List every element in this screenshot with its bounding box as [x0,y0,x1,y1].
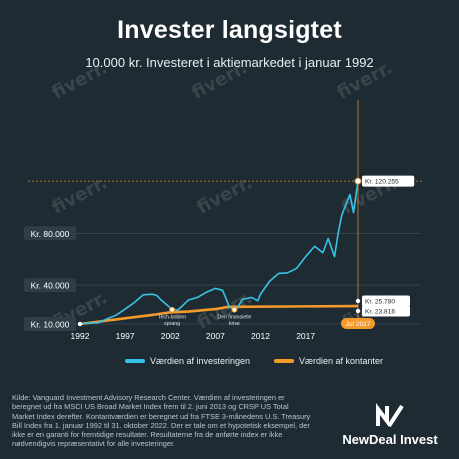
annotation-label: sprang [164,321,180,327]
end-point [354,177,362,185]
x-marker-pill [341,318,375,329]
page-subtitle: 10.000 kr. Investeret i aktiemarkedet i … [85,55,374,70]
series-line-cash [79,304,359,326]
annotation-point [231,306,238,313]
start-point [77,321,83,327]
series-line-investment [79,181,359,325]
x-tick-label: 1997 [116,331,135,341]
y-tick-bg [24,278,76,293]
end-value-bg [362,305,410,317]
y-tick-label: Kr. 10.000 [31,320,70,330]
x-marker-label: Jul 2017 [346,321,371,328]
y-tick-bg [24,317,76,331]
legend-swatch-investment [125,359,145,363]
y-tick-label: Kr. 80.000 [31,229,70,239]
brand-block: NewDeal Invest [330,402,450,447]
end-value-bg [362,175,415,187]
brand-name: NewDeal Invest [342,432,438,447]
page-title: Invester langsigtet [117,16,342,44]
annotation-point [169,306,175,313]
end-point [355,298,361,304]
y-tick-bg [24,226,76,241]
annotation-label: Tech-boblen [158,315,186,321]
annotation-label: Den finansielle [217,315,251,321]
newdeal-logo-icon [376,403,404,428]
legend-item-cash: Værdien af kontanter [274,356,383,366]
end-value-label: Kr. 25.780 [365,299,395,306]
end-value-label: Kr. 23.816 [365,309,395,316]
legend-swatch-cash [274,359,294,363]
annotation-label: krise [229,321,240,327]
end-point [355,308,361,314]
y-tick-label: Kr. 40.000 [31,281,70,291]
x-tick-label: 2012 [251,331,270,341]
legend-label-investment: Værdien af investeringen [150,356,251,366]
source-note: Kilde: Vanguard Investment Advisory Rese… [12,393,311,449]
x-tick-label: 1992 [71,331,90,341]
x-tick-label: 2002 [161,331,180,341]
x-tick-label: 2017 [296,331,315,341]
end-value-bg [362,295,410,307]
end-value-label: Kr. 120.255 [365,179,399,186]
legend-label-cash: Værdien af kontanter [299,356,384,366]
x-tick-label: 2007 [206,331,225,341]
legend-item-investment: Værdien af investeringen [125,356,250,366]
